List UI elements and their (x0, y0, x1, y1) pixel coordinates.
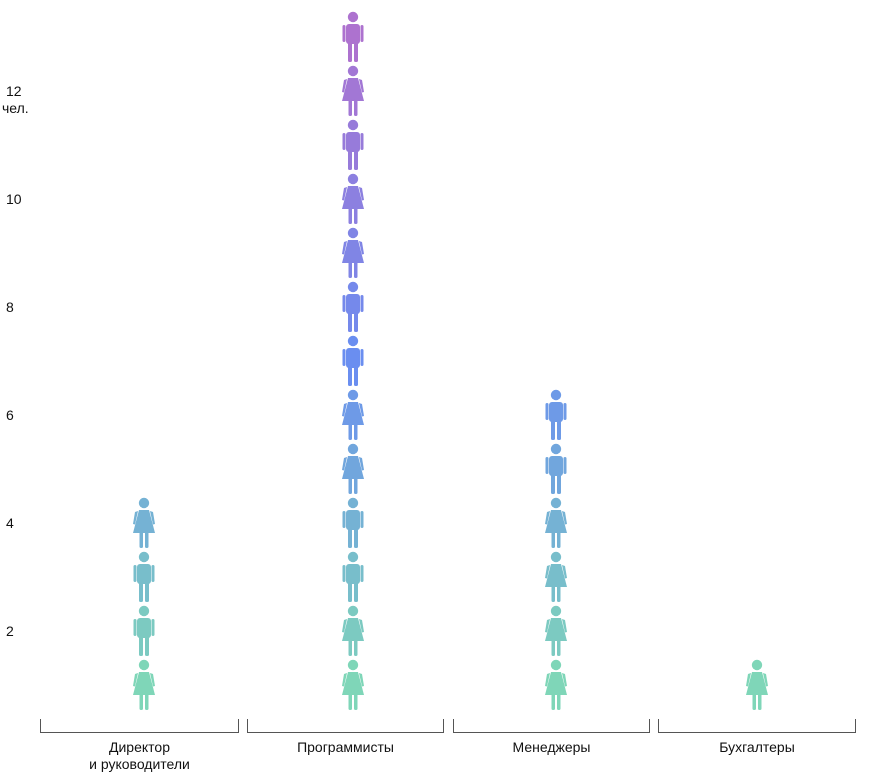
female-person-icon (545, 551, 567, 602)
female-person-icon (342, 65, 364, 116)
y-tick-label: 4 (6, 515, 14, 531)
female-person-icon (545, 605, 567, 656)
male-person-icon (545, 389, 567, 440)
category-label: Менеджеры (512, 739, 591, 755)
female-person-icon (133, 659, 155, 710)
category-bracket (247, 719, 444, 733)
category-label: Директор и руководители (89, 739, 190, 772)
female-person-icon (342, 443, 364, 494)
female-person-icon (545, 659, 567, 710)
category-bracket (658, 719, 856, 733)
category-bracket (453, 719, 650, 733)
category-bracket (40, 719, 239, 733)
female-person-icon (342, 659, 364, 710)
male-person-icon (342, 11, 364, 62)
female-person-icon (342, 605, 364, 656)
y-tick-label: 6 (6, 407, 14, 423)
female-person-icon (342, 173, 364, 224)
male-person-icon (133, 605, 155, 656)
y-tick-label: 12 (6, 83, 22, 99)
female-person-icon (746, 659, 768, 710)
category-label: Бухгалтеры (719, 739, 795, 755)
female-person-icon (133, 497, 155, 548)
male-person-icon (133, 551, 155, 602)
male-person-icon (342, 335, 364, 386)
male-person-icon (545, 443, 567, 494)
male-person-icon (342, 551, 364, 602)
y-tick-label: 8 (6, 299, 14, 315)
y-tick-label: 2 (6, 623, 14, 639)
male-person-icon (342, 281, 364, 332)
category-label: Программисты (297, 739, 394, 755)
male-person-icon (342, 497, 364, 548)
y-tick-label: 10 (6, 191, 22, 207)
female-person-icon (545, 497, 567, 548)
female-person-icon (342, 389, 364, 440)
female-person-icon (342, 227, 364, 278)
male-person-icon (342, 119, 364, 170)
y-unit-label: чел. (2, 100, 29, 116)
